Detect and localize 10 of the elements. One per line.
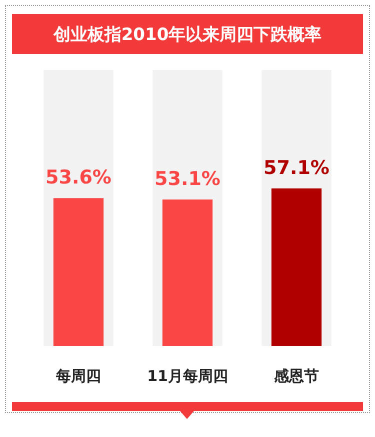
bar bbox=[53, 198, 104, 346]
x-tick-label: 感恩节 bbox=[273, 366, 319, 385]
data-label: 53.1% bbox=[154, 168, 220, 190]
x-tick-label: 每周四 bbox=[55, 366, 101, 385]
chart-title: 创业板指2010年以来周四下跌概率 bbox=[12, 14, 363, 54]
data-label: 57.1% bbox=[264, 156, 330, 179]
bar bbox=[162, 199, 213, 346]
x-tick-label: 11月每周四 bbox=[147, 366, 228, 385]
bar bbox=[271, 188, 322, 346]
data-label: 53.6% bbox=[46, 166, 112, 188]
